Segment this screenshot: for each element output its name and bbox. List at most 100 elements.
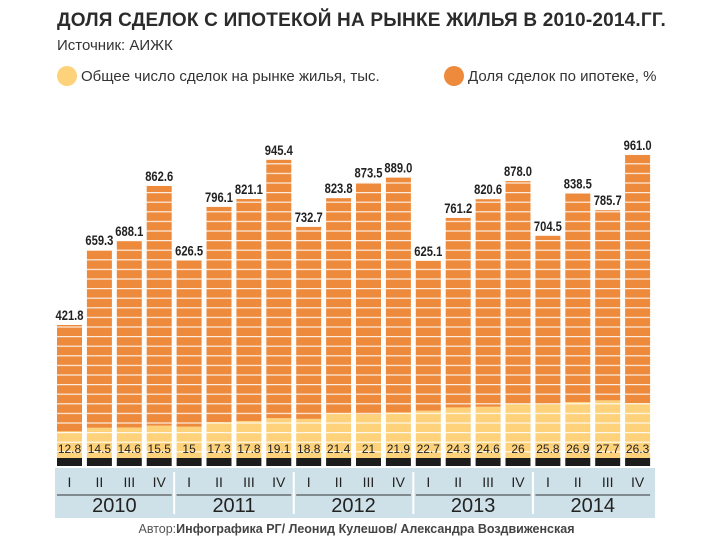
data-label-total: 625.1: [414, 244, 442, 259]
data-label-share: 17.3: [207, 442, 231, 456]
bar-base: [385, 458, 411, 466]
bar-total: [505, 181, 531, 404]
bar-base: [505, 458, 531, 466]
tick-label-quarter: IV: [631, 474, 645, 490]
data-label-total: 421.8: [56, 308, 84, 323]
data-label-total: 873.5: [355, 165, 383, 180]
bar-total: [565, 193, 591, 403]
bar-total: [356, 182, 381, 415]
bar-total: [595, 210, 621, 401]
data-label-share: 21.4: [327, 442, 351, 456]
bar-base: [86, 458, 112, 466]
data-label-total: 820.6: [474, 182, 502, 197]
bar-total: [57, 324, 82, 432]
tick-label-quarter: II: [215, 474, 223, 490]
tick-label-year: 2013: [451, 495, 496, 517]
data-label-share: 14.5: [88, 442, 112, 456]
tick-label-year: 2011: [212, 495, 255, 517]
data-label-total: 821.1: [235, 182, 263, 197]
bar-mortgage-share: [266, 418, 292, 458]
legend-item-total-deals: Общее число сделок на рынке жилья, тыс.: [57, 66, 380, 86]
bar-total: [415, 260, 441, 411]
bar-mortgage-share: [176, 426, 202, 458]
bar-base: [356, 458, 381, 466]
data-label-share: 22.7: [417, 442, 441, 456]
data-label-share: 14.6: [118, 442, 142, 456]
bar-total: [116, 240, 142, 428]
data-label-total: 688.1: [115, 224, 143, 239]
bar-mortgage-share: [146, 425, 172, 458]
bar-total: [326, 198, 352, 414]
bar-mortgage-share: [535, 404, 561, 458]
tick-label-quarter: III: [243, 474, 255, 490]
data-label-share: 24.6: [476, 442, 500, 456]
data-label-share: 26: [511, 442, 525, 456]
bar-mortgage-share: [415, 410, 441, 458]
data-label-total: 732.7: [295, 210, 323, 225]
bar-base: [445, 458, 471, 466]
bar-base: [57, 458, 82, 466]
data-label-share: 25.8: [536, 442, 560, 456]
bar-base: [176, 458, 202, 466]
tick-label-quarter: II: [454, 474, 462, 490]
bar-base: [296, 458, 322, 466]
data-label-share: 21.9: [387, 442, 411, 456]
bar-base: [595, 458, 621, 466]
tick-label-quarter: III: [482, 474, 494, 490]
data-label-share: 15.5: [148, 442, 172, 456]
bar-total: [266, 159, 292, 419]
data-label-total: 626.5: [175, 243, 203, 258]
tick-label-quarter: II: [574, 474, 582, 490]
tick-label-quarter: IV: [153, 474, 167, 490]
chart-source: Источник: АИЖК: [57, 37, 173, 54]
author-prefix: Автор:: [138, 522, 177, 536]
data-label-share: 19.1: [267, 442, 291, 456]
tick-label-quarter: I: [426, 474, 430, 490]
data-label-share: 17.8: [237, 442, 261, 456]
tick-label-quarter: II: [96, 474, 104, 490]
tick-label-year: 2012: [331, 495, 376, 517]
data-label-share: 27.7: [596, 442, 620, 456]
data-label-total: 878.0: [504, 164, 532, 179]
data-label-total: 659.3: [85, 233, 113, 248]
bar-mortgage-share: [505, 403, 531, 458]
bar-total: [625, 154, 651, 404]
data-label-share: 12.8: [58, 442, 82, 456]
bar-base: [146, 458, 172, 466]
bar-mortgage-share: [326, 413, 352, 458]
bar-base: [116, 458, 142, 466]
bar-total: [86, 250, 112, 428]
bar-base: [565, 458, 591, 466]
tick-label-quarter: III: [363, 474, 375, 490]
bar-mortgage-share: [595, 400, 621, 458]
tick-label-quarter: IV: [511, 474, 525, 490]
tick-label-quarter: I: [187, 474, 191, 490]
bar-mortgage-share: [296, 418, 322, 458]
data-label-total: 838.5: [564, 177, 592, 192]
bar-total: [445, 217, 471, 408]
bar-mortgage-share: [356, 414, 381, 458]
legend-swatch-yellow: [57, 66, 77, 86]
data-label-share: 26.9: [566, 442, 590, 456]
data-label-total: 961.0: [624, 138, 652, 153]
tick-label-year: 2010: [92, 495, 137, 517]
bar-base: [236, 458, 262, 466]
tick-label-year: 2014: [571, 495, 616, 517]
data-label-total: 796.1: [205, 190, 233, 205]
author-credit: Автор:Инфографика РГ/ Леонид Кулешов/ Ал…: [0, 522, 713, 536]
tick-label-quarter: I: [307, 474, 311, 490]
bar-base: [326, 458, 352, 466]
bar-base: [206, 458, 232, 466]
data-label-share: 26.3: [626, 442, 650, 456]
data-label-total: 761.2: [444, 201, 472, 216]
legend-item-mortgage-share: Доля сделок по ипотеке, %: [444, 66, 656, 86]
bar-mortgage-share: [445, 407, 471, 458]
bar-mortgage-share: [116, 427, 142, 458]
bar-mortgage-share: [236, 420, 262, 458]
bar-total: [475, 199, 501, 407]
tick-label-quarter: I: [546, 474, 550, 490]
bar-total: [146, 185, 172, 426]
bar-total: [236, 199, 262, 421]
bar-total: [296, 226, 322, 419]
